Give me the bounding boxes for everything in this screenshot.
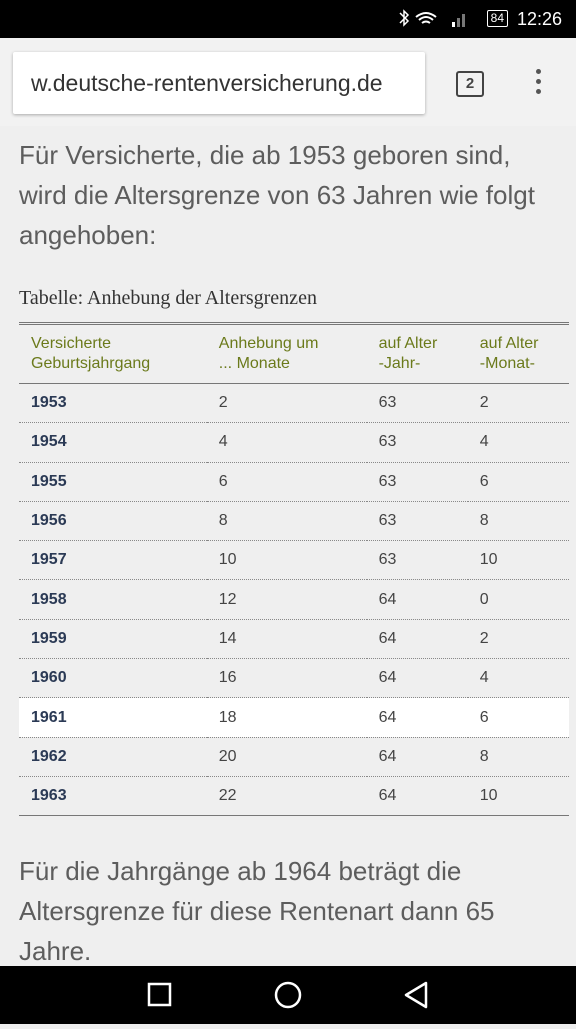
status-icons — [399, 9, 465, 27]
table-cell: 4 — [467, 422, 569, 463]
table-cell: 10 — [467, 776, 569, 817]
header-line: ... Monate — [218, 355, 290, 372]
column-header: Versicherte Geburtsjahrgang — [19, 323, 207, 384]
table-cell: 2 — [467, 619, 569, 660]
table-cell: 2 — [467, 383, 569, 424]
table-row: 1953 2 63 2 — [19, 383, 569, 424]
table-cell: 1959 — [19, 619, 207, 660]
header-line: Versicherte — [31, 335, 112, 352]
intro-text: Für Versicherte, die ab 1953 geboren sin… — [19, 140, 535, 250]
back-button[interactable] — [404, 981, 428, 1009]
table-cell: 64 — [366, 776, 468, 817]
table-row: 1957 10 63 10 — [19, 540, 569, 581]
clock: 12:26 — [516, 9, 562, 29]
age-table: Versicherte Geburtsjahrgang Anhebung um...… — [19, 322, 569, 817]
table-row: 1954 4 63 4 — [19, 422, 569, 463]
column-header: Anhebung um ... Monate — [206, 323, 367, 384]
table-cell: 20 — [206, 737, 367, 777]
table-cell: 63 — [366, 383, 468, 424]
table-cell: 1955 — [19, 462, 207, 502]
header-line: Geburtsjahrgang — [31, 355, 151, 372]
table-row: 1961 18 64 6 — [19, 697, 569, 738]
table-cell: 14 — [206, 619, 367, 660]
browser-toolbar: w.deutsche-rentenversicherung.de 2 — [0, 38, 576, 126]
nav-bar — [0, 966, 576, 1024]
table-cell: 64 — [366, 697, 468, 738]
table-cell: 2 — [206, 383, 367, 424]
table-row: 1956 8 63 8 — [19, 501, 569, 542]
tab-switcher[interactable]: 2 — [456, 71, 484, 97]
home-button[interactable] — [274, 981, 302, 1009]
table-row: 1960 16 64 4 — [19, 658, 569, 699]
table-cell: 64 — [366, 658, 468, 699]
nav-icons — [147, 981, 428, 1009]
table-cell: 0 — [467, 579, 569, 620]
table-cell: 10 — [467, 540, 569, 581]
table-cell: 63 — [366, 540, 468, 581]
table-row: 1962 20 64 8 — [19, 737, 569, 777]
table-cell: 18 — [206, 697, 367, 738]
table-cell: 6 — [467, 697, 569, 738]
header-line: Anhebung um — [218, 335, 319, 352]
table-cell: 1963 — [19, 776, 207, 817]
table-cell: 8 — [467, 737, 569, 777]
table-row: 1955 6 63 6 — [19, 462, 569, 502]
table-cell: 22 — [206, 776, 367, 817]
url-field[interactable]: w.deutsche-rentenversicherung.de — [13, 52, 425, 114]
header-line: -Monat- — [479, 355, 535, 372]
table-cell: 64 — [366, 737, 468, 777]
outro-text: Für die Jahrgänge ab 1964 beträgt die Al… — [19, 856, 495, 966]
header-line: auf Alter — [378, 335, 438, 352]
header-line: auf Alter — [479, 335, 539, 352]
table-cell: 63 — [366, 422, 468, 463]
table-cell: 63 — [366, 501, 468, 542]
table-cell: 8 — [206, 501, 367, 542]
table-cell: 16 — [206, 658, 367, 699]
table-cell: 8 — [467, 501, 569, 542]
table-cell: 63 — [366, 462, 468, 502]
table-cell: 1953 — [19, 383, 207, 424]
table-cell: 1954 — [19, 422, 207, 463]
table-cell: 1962 — [19, 737, 207, 777]
table-cell: 6 — [206, 462, 367, 502]
column-header: auf Alter -Monat- — [467, 323, 569, 384]
table-cell: 4 — [206, 422, 367, 463]
table-row: 1963 22 64 10 — [19, 776, 569, 817]
battery: 84 — [486, 10, 508, 27]
table-cell: 64 — [366, 579, 468, 620]
table-cell: 12 — [206, 579, 367, 620]
table-cell: 1960 — [19, 658, 207, 699]
table-cell: 6 — [467, 462, 569, 502]
overflow-menu[interactable] — [536, 69, 541, 99]
table-cell: 10 — [206, 540, 367, 581]
table-row: 1958 12 64 0 — [19, 579, 569, 620]
header-line: -Jahr- — [378, 355, 421, 372]
table-caption: Tabelle: Anhebung der Altersgrenzen — [19, 287, 317, 309]
recents-button[interactable] — [147, 982, 172, 1007]
table-cell: 1958 — [19, 579, 207, 620]
column-header: auf Alter -Jahr- — [366, 323, 468, 384]
table-cell: 64 — [366, 619, 468, 660]
table-cell: 4 — [467, 658, 569, 699]
table-cell: 1957 — [19, 540, 207, 581]
status-bar: 84 12:26 — [0, 0, 576, 38]
table-row: 1959 14 64 2 — [19, 619, 569, 660]
url-text: w.deutsche-rentenversicherung.de — [31, 70, 383, 96]
table-cell: 1961 — [19, 697, 207, 738]
table-cell: 1956 — [19, 501, 207, 542]
